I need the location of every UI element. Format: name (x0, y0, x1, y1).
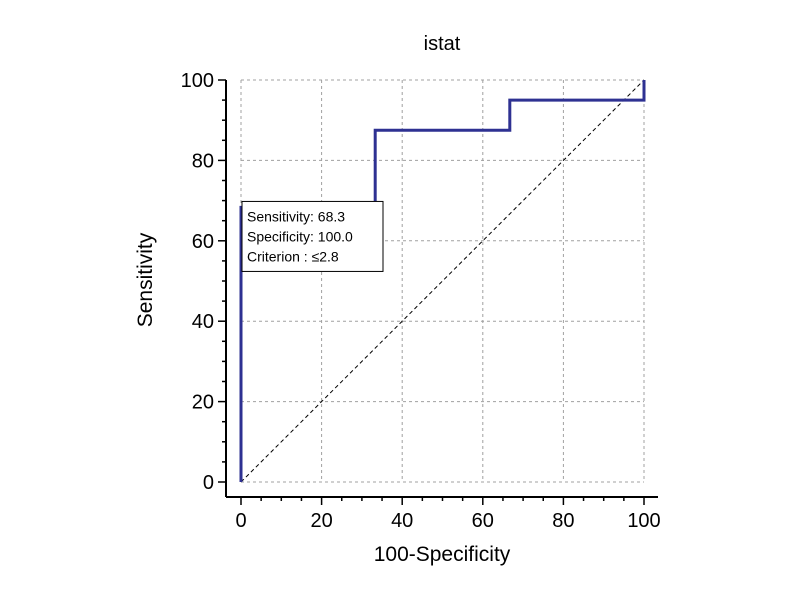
y-axis-label: Sensitivity (134, 232, 157, 327)
y-tick-label: 40 (192, 311, 214, 333)
grid (240, 79, 645, 483)
y-tick-label: 60 (192, 231, 214, 253)
annotation-box (241, 200, 384, 272)
annotation-line: Criterion : ≤2.8 (247, 248, 339, 264)
x-tick-label: 80 (552, 510, 574, 532)
chart-title: istat (424, 33, 461, 55)
annotation-group: Sensitivity: 68.3 Specificity: 100.0 Crite… (241, 200, 384, 272)
y-tick-label: 0 (203, 472, 214, 494)
x-tick-label: 40 (391, 510, 413, 532)
x-tick-label: 20 (310, 510, 332, 532)
y-tick-label: 80 (192, 150, 214, 172)
x-tick-label: 100 (627, 510, 660, 532)
reference-diagonal (240, 79, 645, 483)
y-tick-label: 100 (181, 70, 214, 92)
annotation-line: Specificity: 100.0 (247, 228, 353, 244)
annotation-line: Sensitivity: 68.3 (247, 208, 345, 224)
axes (218, 79, 658, 505)
tick-labels: 0 20 40 60 80 100 0 20 40 60 80 100 (181, 70, 661, 532)
reference-line (240, 79, 645, 483)
x-axis-label: 100-Specificity (374, 543, 511, 566)
x-tick-label: 60 (472, 510, 494, 532)
y-tick-label: 20 (192, 392, 214, 414)
x-tick-label: 0 (235, 510, 246, 532)
